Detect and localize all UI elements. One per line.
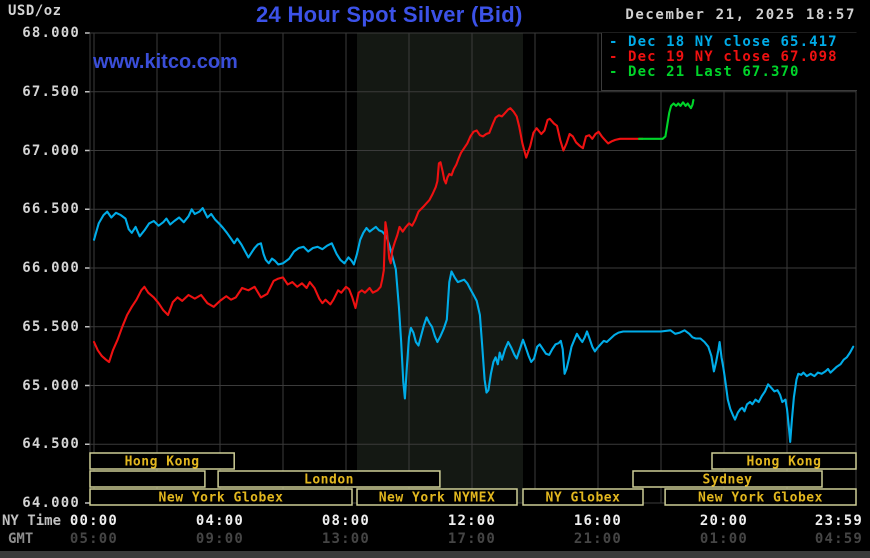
gmt-tick-label: 04:59 bbox=[814, 531, 864, 547]
y-tick-label: 66.500 bbox=[22, 201, 80, 218]
ny-tick-label: 23:59 bbox=[814, 513, 864, 529]
gmt-tick-label: 09:00 bbox=[195, 531, 245, 547]
legend-item: - Dec 19 NY close 67.098 bbox=[609, 49, 838, 65]
ny-time-axis-label: NY Time bbox=[2, 513, 62, 529]
session-label: Sydney bbox=[703, 473, 753, 488]
legend-item: - Dec 21 Last 67.370 bbox=[609, 64, 800, 80]
bottom-strip bbox=[0, 551, 870, 558]
session-box bbox=[89, 488, 353, 506]
page-title: 24 Hour Spot Silver (Bid) bbox=[256, 2, 523, 27]
ny-tick-label: 16:00 bbox=[573, 513, 623, 529]
y-tick-label: 68.000 bbox=[22, 25, 80, 41]
gmt-tick-label: 01:00 bbox=[699, 531, 749, 547]
ny-tick-label: 04:00 bbox=[195, 513, 245, 529]
gmt-tick-label: 13:00 bbox=[321, 531, 371, 547]
session-label: NY Globex bbox=[546, 491, 621, 506]
y-tick-label: 65.500 bbox=[22, 318, 80, 335]
session-box bbox=[217, 470, 441, 488]
gmt-axis-label: GMT bbox=[8, 531, 34, 547]
session-label: London bbox=[304, 473, 354, 488]
session-box bbox=[664, 488, 857, 506]
legend-item: - Dec 18 NY close 65.417 bbox=[609, 34, 838, 50]
series-dec18 bbox=[92, 207, 855, 443]
session-box bbox=[522, 488, 644, 506]
y-axis-unit-label: USD/oz bbox=[8, 3, 62, 19]
y-tick-label: 66.000 bbox=[22, 260, 80, 276]
y-tick-label: 64.500 bbox=[22, 436, 80, 453]
gmt-tick-label: 21:00 bbox=[573, 531, 623, 547]
ny-tick-label: 12:00 bbox=[447, 513, 497, 529]
gmt-tick-label: 17:00 bbox=[447, 531, 497, 547]
y-tick-label: 67.500 bbox=[22, 83, 80, 100]
session-box bbox=[356, 488, 518, 506]
y-tick-label: 65.000 bbox=[22, 377, 80, 394]
y-tick-label: 67.000 bbox=[22, 142, 80, 159]
kitco-watermark-link[interactable]: www.kitco.com bbox=[93, 51, 238, 73]
session-box bbox=[711, 452, 857, 470]
session-label: New York Globex bbox=[159, 491, 284, 506]
ny-tick-label: 08:00 bbox=[321, 513, 371, 529]
session-label: Hong Kong bbox=[747, 455, 822, 470]
y-tick-label: 64.000 bbox=[22, 495, 80, 511]
session-box bbox=[89, 452, 235, 470]
session-label: Hong Kong bbox=[125, 455, 200, 470]
chart-legend: - Dec 18 NY close 65.417- Dec 19 NY clos… bbox=[601, 33, 857, 91]
series-dec19 bbox=[92, 107, 644, 364]
gmt-tick-label: 05:00 bbox=[69, 531, 119, 547]
session-label: New York Globex bbox=[698, 491, 823, 506]
ny-tick-label: 00:00 bbox=[69, 513, 119, 529]
session-box bbox=[89, 470, 206, 488]
session-box bbox=[632, 470, 823, 488]
series-dec21 bbox=[637, 98, 695, 140]
session-label: New York NYMEX bbox=[379, 491, 496, 506]
chart-datetime: December 21, 2025 18:57 bbox=[625, 7, 856, 23]
ny-tick-label: 20:00 bbox=[699, 513, 749, 529]
